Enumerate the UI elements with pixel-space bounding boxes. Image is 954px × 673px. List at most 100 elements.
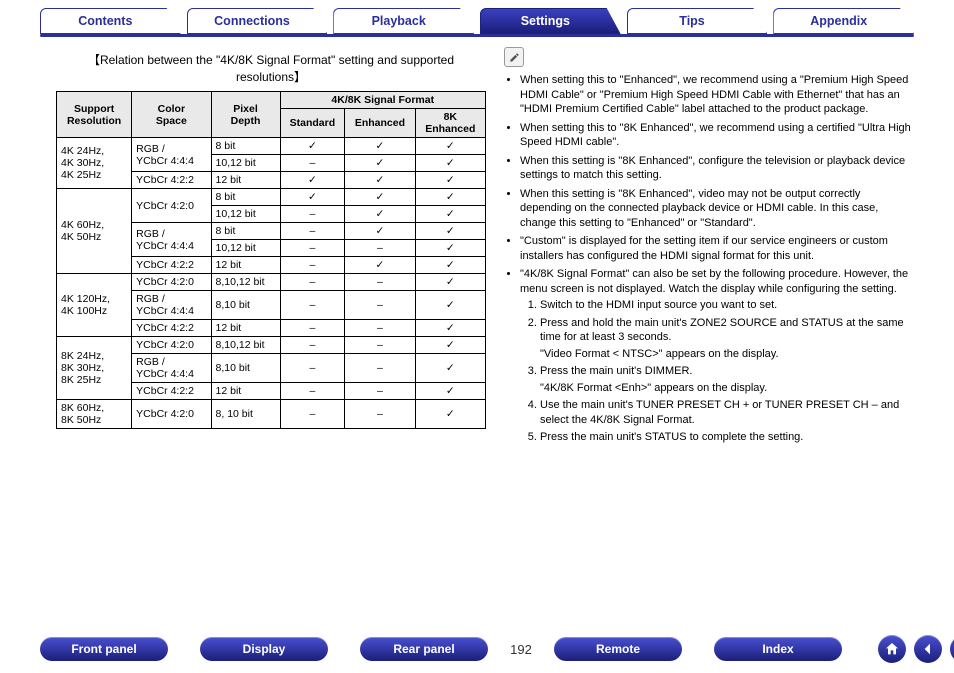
table-cell: RGB /YCbCr 4:4:4 [132,354,211,383]
next-page-button[interactable] [950,635,954,663]
pencil-icon [504,47,524,67]
table-caption: 【Relation between the "4K/8K Signal Form… [56,51,486,85]
notes-bullets: When setting this to "Enhanced", we reco… [504,73,914,445]
table-cell: 10,12 bit [211,240,280,257]
right-column: When setting this to "Enhanced", we reco… [504,47,914,449]
table-cell: – [280,223,345,240]
table-cell: ✓ [415,172,485,189]
note-bullet: When setting this to "8K Enhanced", we r… [520,121,914,150]
bottom-bar: Front panel Display Rear panel 192 Remote I… [0,635,954,663]
note-step-sub: "Video Format < NTSC>" appears on the di… [540,347,914,362]
remote-button[interactable]: Remote [554,637,682,661]
table-header: 8KEnhanced [415,109,485,138]
table-cell: – [280,206,345,223]
table-cell: YCbCr 4:2:2 [132,172,211,189]
bottom-pills-right: Remote Index [554,637,842,661]
table-cell: ✓ [345,206,415,223]
table-cell: – [280,320,345,337]
tab-contents[interactable]: Contents [40,8,181,34]
table-cell: – [280,155,345,172]
prev-page-button[interactable] [914,635,942,663]
table-header: SupportResolution [57,92,132,138]
tab-playback[interactable]: Playback [333,8,474,34]
note-bullet: When setting this to "Enhanced", we reco… [520,73,914,117]
table-cell: ✓ [415,189,485,206]
front-panel-button[interactable]: Front panel [40,637,168,661]
home-button[interactable] [878,635,906,663]
table-cell: – [345,400,415,429]
table-cell: 12 bit [211,257,280,274]
table-cell: ✓ [345,223,415,240]
table-cell: – [345,274,415,291]
note-step-sub: "4K/8K Format <Enh>" appears on the disp… [540,381,914,396]
table-cell: ✓ [415,257,485,274]
table-cell: YCbCr 4:2:2 [132,383,211,400]
table-cell: 4K 24Hz,4K 30Hz,4K 25Hz [57,138,132,189]
table-cell: 8 bit [211,138,280,155]
table-cell: 10,12 bit [211,155,280,172]
table-cell: 8 bit [211,223,280,240]
page-body: 【Relation between the "4K/8K Signal Form… [0,47,954,449]
table-cell: ✓ [415,400,485,429]
tab-appendix[interactable]: Appendix [773,8,914,34]
table-cell: – [280,337,345,354]
table-cell: 12 bit [211,320,280,337]
note-bullet: "Custom" is displayed for the setting it… [520,234,914,263]
table-cell: ✓ [345,189,415,206]
table-cell: ✓ [415,354,485,383]
signal-format-table: SupportResolutionColorSpacePixelDepth4K/… [56,91,486,429]
table-cell: ✓ [415,206,485,223]
table-cell: YCbCr 4:2:2 [132,320,211,337]
tab-tips[interactable]: Tips [627,8,768,34]
table-cell: ✓ [415,138,485,155]
table-cell: RGB /YCbCr 4:4:4 [132,223,211,257]
table-cell: YCbCr 4:2:0 [132,400,211,429]
table-cell: ✓ [415,291,485,320]
table-cell: 4K 60Hz,4K 50Hz [57,189,132,274]
rear-panel-button[interactable]: Rear panel [360,637,488,661]
table-cell: ✓ [280,138,345,155]
table-header: ColorSpace [132,92,211,138]
table-cell: ✓ [280,172,345,189]
note-bullet: "4K/8K Signal Format" can also be set by… [520,267,914,445]
table-cell: 8 bit [211,189,280,206]
table-cell: – [280,400,345,429]
top-tabs: ContentsConnectionsPlaybackSettingsTipsA… [0,0,954,34]
table-cell: 10,12 bit [211,206,280,223]
table-cell: 8K 60Hz,8K 50Hz [57,400,132,429]
table-cell: – [280,274,345,291]
note-step: Use the main unit's TUNER PRESET CH + or… [540,398,914,427]
table-header: Enhanced [345,109,415,138]
note-step: Press the main unit's STATUS to complete… [540,430,914,445]
table-cell: – [345,291,415,320]
tab-settings[interactable]: Settings [480,8,621,34]
table-cell: ✓ [415,337,485,354]
table-cell: RGB /YCbCr 4:4:4 [132,291,211,320]
page-number: 192 [506,642,536,657]
table-cell: YCbCr 4:2:2 [132,257,211,274]
table-cell: – [280,240,345,257]
table-cell: YCbCr 4:2:0 [132,337,211,354]
display-button[interactable]: Display [200,637,328,661]
table-cell: – [280,383,345,400]
table-cell: – [280,291,345,320]
table-cell: – [345,320,415,337]
table-cell: ✓ [415,223,485,240]
table-cell: 12 bit [211,383,280,400]
table-cell: ✓ [345,155,415,172]
note-bullet: When this setting is "8K Enhanced", vide… [520,187,914,231]
table-cell: 8,10 bit [211,291,280,320]
note-bullet: When this setting is "8K Enhanced", conf… [520,154,914,183]
tab-underline [40,34,914,37]
note-step: Press and hold the main unit's ZONE2 SOU… [540,316,914,362]
tab-connections[interactable]: Connections [187,8,328,34]
table-header: 4K/8K Signal Format [280,92,486,109]
table-cell: 8K 24Hz,8K 30Hz,8K 25Hz [57,337,132,400]
index-button[interactable]: Index [714,637,842,661]
table-cell: ✓ [415,383,485,400]
table-cell: 12 bit [211,172,280,189]
nav-buttons [878,635,954,663]
left-column: 【Relation between the "4K/8K Signal Form… [56,47,486,449]
table-cell: ✓ [415,274,485,291]
table-cell: ✓ [415,320,485,337]
